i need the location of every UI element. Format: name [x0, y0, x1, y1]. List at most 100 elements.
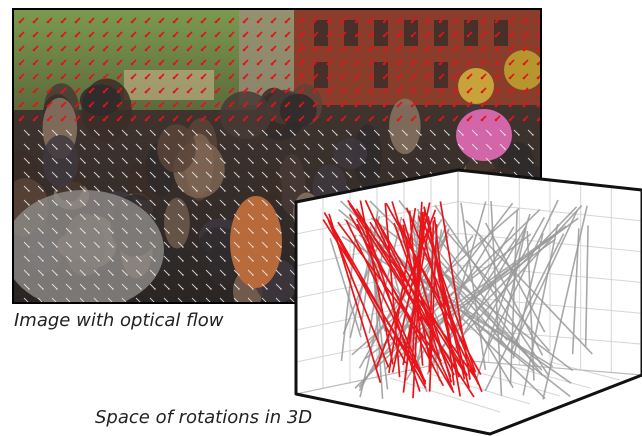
- flow-arrow: [135, 143, 142, 150]
- flow-arrow: [228, 59, 235, 66]
- flow-arrow: [32, 17, 39, 24]
- flow-arrow: [331, 143, 338, 150]
- flow-arrow: [149, 171, 156, 178]
- flow-arrow: [359, 129, 366, 136]
- flow-arrow: [116, 17, 123, 24]
- flow-arrow: [214, 31, 221, 38]
- flow-arrow: [200, 73, 207, 80]
- flow-arrow: [121, 143, 128, 150]
- flow-arrow: [79, 185, 86, 192]
- flow-arrow: [233, 241, 240, 248]
- flow-arrow: [191, 255, 198, 262]
- flow-arrow: [65, 171, 72, 178]
- flow-arrow: [345, 129, 352, 136]
- flow-arrow: [219, 255, 226, 262]
- flow-arrow: [32, 73, 39, 80]
- flow-arrow: [368, 115, 375, 122]
- flow-arrow: [23, 143, 30, 150]
- flow-arrow: [368, 101, 375, 108]
- flow-arrow: [289, 129, 296, 136]
- flow-arrow: [480, 45, 487, 52]
- flow-arrow: [93, 283, 100, 290]
- flow-arrow: [191, 157, 198, 164]
- flow-arrow: [256, 45, 263, 52]
- flow-arrow: [522, 59, 529, 66]
- flow-arrow: [522, 101, 529, 108]
- flow-arrow: [275, 143, 282, 150]
- flow-arrow: [135, 185, 142, 192]
- flow-arrow: [32, 45, 39, 52]
- flow-arrow: [317, 157, 324, 164]
- flow-arrow: [163, 241, 170, 248]
- flow-arrow: [93, 255, 100, 262]
- flow-arrow: [107, 269, 114, 276]
- flow-arrow: [331, 157, 338, 164]
- flow-arrow: [522, 73, 529, 80]
- flow-arrow: [205, 199, 212, 206]
- flow-arrow: [102, 87, 109, 94]
- flow-arrow: [191, 171, 198, 178]
- flow-arrow: [158, 45, 165, 52]
- flow-arrow: [121, 213, 128, 220]
- flow-arrow: [60, 17, 67, 24]
- flow-arrow: [116, 87, 123, 94]
- flow-arrow: [191, 297, 197, 302]
- flow-arrow: [284, 59, 291, 66]
- flow-arrow: [200, 59, 207, 66]
- flow-arrow: [508, 101, 515, 108]
- flow-arrow: [93, 171, 100, 178]
- flow-arrow: [135, 269, 142, 276]
- flow-arrow: [424, 73, 431, 80]
- flow-arrow: [65, 227, 72, 234]
- flow-arrow: [116, 59, 123, 66]
- flow-arrow: [494, 31, 501, 38]
- flow-arrow: [233, 157, 240, 164]
- flow-arrow: [191, 269, 198, 276]
- flow-arrow: [102, 115, 109, 122]
- flow-arrow: [396, 115, 403, 122]
- flow-arrow: [191, 213, 198, 220]
- flow-arrow: [536, 46, 540, 52]
- flow-arrow: [144, 87, 151, 94]
- flow-arrow: [536, 18, 540, 24]
- flow-arrow: [233, 269, 240, 276]
- flow-arrow: [303, 157, 310, 164]
- flow-arrow: [93, 297, 99, 302]
- flow-arrow: [261, 283, 268, 290]
- flow-arrow: [233, 199, 240, 206]
- flow-arrow: [130, 101, 137, 108]
- flow-arrow: [121, 269, 128, 276]
- flow-arrow: [508, 17, 515, 24]
- flow-arrow: [261, 171, 268, 178]
- flow-arrow: [298, 115, 305, 122]
- flow-arrow: [410, 115, 417, 122]
- flow-arrow: [93, 143, 100, 150]
- flow-arrow: [499, 143, 506, 150]
- flow-arrow: [107, 227, 114, 234]
- flow-arrow: [261, 227, 268, 234]
- flow-arrow: [149, 255, 156, 262]
- flow-arrow: [191, 227, 198, 234]
- flow-arrow: [457, 157, 464, 164]
- flow-arrow: [93, 199, 100, 206]
- flow-arrow: [522, 31, 529, 38]
- flow-arrow: [228, 87, 235, 94]
- flow-arrow: [536, 74, 540, 80]
- flow-arrow: [289, 157, 296, 164]
- flow-arrow: [452, 87, 459, 94]
- flow-arrow: [121, 185, 128, 192]
- flow-arrow: [275, 157, 282, 164]
- flow-arrow: [23, 157, 30, 164]
- flow-arrow: [46, 87, 53, 94]
- flow-arrow: [401, 129, 408, 136]
- flow-arrow: [242, 115, 249, 122]
- flow-arrow: [79, 269, 86, 276]
- flow-arrow: [135, 129, 142, 136]
- flow-arrow: [51, 227, 58, 234]
- flow-arrow: [410, 73, 417, 80]
- flow-arrow: [93, 129, 100, 136]
- flow-arrow: [410, 31, 417, 38]
- flow-arrow: [46, 101, 53, 108]
- flow-arrow: [200, 31, 207, 38]
- flow-arrow: [121, 171, 128, 178]
